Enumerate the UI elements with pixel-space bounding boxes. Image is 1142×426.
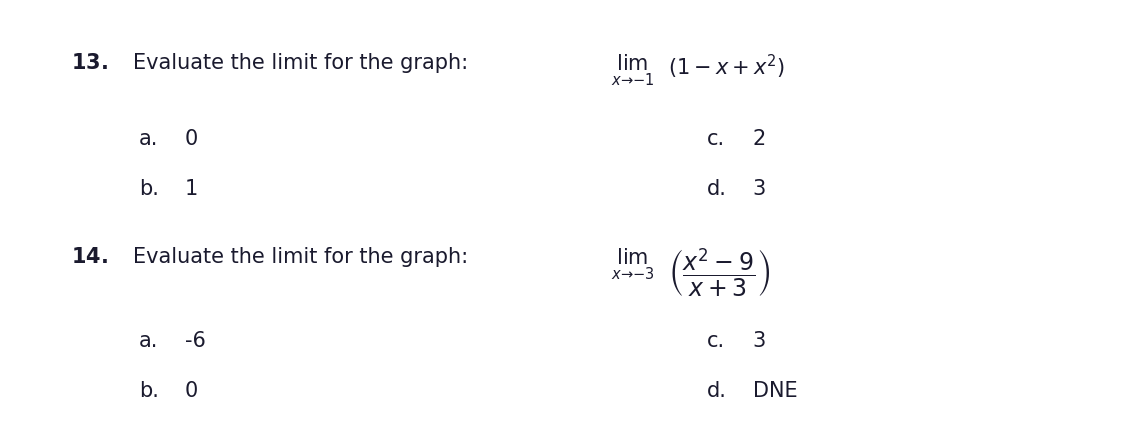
- Text: 2: 2: [753, 129, 766, 149]
- Text: c.: c.: [707, 331, 725, 351]
- Text: b.: b.: [139, 381, 159, 401]
- Text: 0: 0: [185, 129, 198, 149]
- Text: DNE: DNE: [753, 381, 797, 401]
- Text: $\mathbf{14.}$: $\mathbf{14.}$: [71, 247, 107, 267]
- Text: 3: 3: [753, 179, 766, 199]
- Text: d.: d.: [707, 381, 727, 401]
- Text: 0: 0: [185, 381, 198, 401]
- Text: b.: b.: [139, 179, 159, 199]
- Text: Evaluate the limit for the graph:: Evaluate the limit for the graph:: [134, 247, 468, 267]
- Text: a.: a.: [139, 331, 159, 351]
- Text: $\left(\dfrac{x^2-9}{x+3}\right)$: $\left(\dfrac{x^2-9}{x+3}\right)$: [668, 247, 770, 299]
- Text: 1: 1: [185, 179, 198, 199]
- Text: Evaluate the limit for the graph:: Evaluate the limit for the graph:: [134, 53, 468, 73]
- Text: $\mathbf{13.}$: $\mathbf{13.}$: [71, 53, 107, 73]
- Text: c.: c.: [707, 129, 725, 149]
- Text: 3: 3: [753, 331, 766, 351]
- Text: $(1 - x + x^2)$: $(1 - x + x^2)$: [668, 53, 785, 81]
- Text: $\lim_{x \to -1}$: $\lim_{x \to -1}$: [611, 53, 654, 88]
- Text: $\lim_{x \to -3}$: $\lim_{x \to -3}$: [611, 247, 654, 282]
- Text: a.: a.: [139, 129, 159, 149]
- Text: d.: d.: [707, 179, 727, 199]
- Text: -6: -6: [185, 331, 206, 351]
